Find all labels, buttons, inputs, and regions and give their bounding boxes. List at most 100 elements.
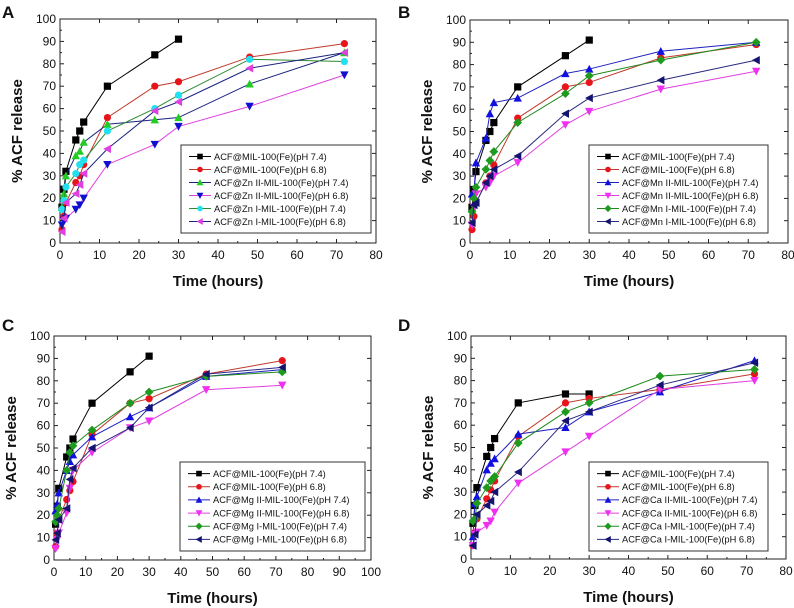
legend-marker	[605, 483, 611, 490]
x-axis-label: Time (hours)	[584, 273, 675, 290]
legend: ACF@MIL-100(Fe)(pH 7.4) ACF@MIL-100(Fe)(p…	[588, 144, 769, 234]
data-point	[174, 78, 183, 86]
legend-marker	[604, 218, 611, 225]
data-point	[79, 169, 88, 178]
data-point	[489, 165, 498, 174]
data-point	[513, 159, 522, 167]
data-point	[481, 165, 491, 174]
data-point	[489, 98, 499, 107]
data-point	[513, 151, 522, 161]
y-tick-label: 10	[37, 531, 51, 545]
y-tick-label: 60	[453, 102, 467, 116]
y-tick-label: 100	[36, 12, 56, 26]
x-tick-label: 20	[132, 248, 146, 262]
x-tick-label: 0	[57, 248, 64, 262]
y-tick-label: 70	[37, 396, 51, 410]
chart-panel-c: C 0 10 20 30 40 50 60 70 80 90 100 0 10 20 30 40 50 60 70 80…	[2, 316, 381, 607]
x-tick-label: 40	[211, 248, 225, 262]
x-tick-label: 40	[622, 248, 636, 262]
legend-entry: ACF@MIL-100(Fe)(pH 7.4)	[622, 469, 735, 479]
data-point	[65, 448, 75, 457]
data-point	[61, 198, 70, 207]
data-point	[174, 113, 183, 122]
y-tick-label: 40	[37, 463, 51, 477]
x-tick-label: 40	[622, 564, 636, 578]
chart-panel-b: B 0 10 20 30 40 50 60 70 80 0 10 20 30 40 50 60 70 80 90 100…	[398, 3, 794, 290]
legend-marker	[605, 470, 611, 477]
legend-marker	[604, 510, 612, 517]
data-point	[87, 425, 97, 435]
legend-marker	[195, 496, 203, 503]
data-point	[201, 386, 211, 394]
y-tick-label: 0	[49, 236, 56, 250]
data-point	[125, 412, 135, 421]
data-point	[752, 55, 760, 65]
legend-marker	[196, 470, 202, 477]
y-tick-label: 70	[453, 80, 467, 94]
legend-entry: ACF@Mn II-MIL-100(Fe)(pH 7.4)	[622, 178, 759, 188]
data-point	[80, 156, 88, 164]
legend-box	[588, 461, 769, 552]
data-point	[201, 369, 210, 379]
data-point	[80, 118, 88, 126]
data-point	[51, 545, 60, 553]
legend-marker	[197, 205, 203, 212]
data-point	[561, 407, 570, 417]
legend-entry: ACF@Mg II-MIL-100(Fe)(pH 7.4)	[213, 495, 350, 505]
y-tick-label: 30	[453, 169, 467, 183]
data-point	[72, 136, 80, 144]
legend-entry: ACF@MIL-100(Fe)(pH 7.4)	[213, 469, 326, 479]
data-point	[245, 102, 254, 111]
y-tick-label: 10	[454, 530, 468, 544]
x-tick-label: 70	[742, 248, 756, 262]
legend-marker	[195, 536, 202, 543]
data-point	[750, 370, 759, 378]
x-tick-label: 30	[172, 248, 186, 262]
legend-entry: ACF@Zn I-MIL-100(Fe)(pH 6.8)	[214, 217, 346, 227]
y-tick-label: 0	[460, 552, 467, 566]
panel-label: B	[398, 3, 410, 22]
y-tick-label: 80	[453, 58, 467, 72]
data-point	[75, 146, 84, 155]
x-tick-label: 30	[583, 248, 597, 262]
x-tick-label: 50	[206, 565, 220, 579]
data-point	[482, 501, 491, 510]
data-point	[340, 71, 349, 80]
y-tick-label: 10	[453, 214, 467, 228]
legend-entry: ACF@Mn II-MIL-100(Fe)(pH 6.8)	[622, 191, 759, 201]
x-axis-label: Time (hours)	[583, 589, 674, 606]
data-point	[585, 93, 593, 103]
legend-box	[179, 461, 366, 552]
x-tick-label: 50	[661, 564, 675, 578]
data-point	[514, 429, 523, 438]
data-point	[54, 515, 63, 524]
data-point	[471, 158, 481, 167]
legend-marker	[604, 536, 611, 543]
legend-marker	[196, 483, 202, 490]
legend-entry: ACF@Ca II-MIL-100(Fe)(pH 7.4)	[622, 495, 758, 505]
data-point	[585, 64, 594, 73]
y-tick-label: 100	[30, 329, 50, 343]
data-point	[68, 441, 78, 451]
legend: ACF@MIL-100(Fe)(pH 7.4) ACF@MIL-100(Fe)(p…	[179, 461, 366, 552]
data-point	[514, 114, 522, 122]
data-point	[584, 398, 594, 408]
legend-box	[180, 144, 372, 234]
data-point	[561, 69, 570, 78]
data-point	[71, 151, 80, 160]
legend-entry: ACF@Mg I-MIL-100(Fe)(pH 6.8)	[213, 535, 347, 545]
legend: ACF@MIL-100(Fe)(pH 7.4) ACF@MIL-100(Fe)(p…	[180, 144, 372, 234]
data-point	[71, 189, 80, 198]
data-point	[561, 423, 570, 432]
data-point	[490, 118, 498, 127]
x-tick-label: 60	[238, 565, 252, 579]
data-point	[54, 488, 63, 497]
legend-entry: ACF@MIL-100(Fe)(pH 6.8)	[622, 482, 735, 492]
legend-marker	[604, 204, 612, 213]
data-point	[561, 89, 570, 98]
y-tick-label: 20	[37, 508, 51, 522]
data-point	[55, 484, 63, 492]
data-point	[150, 115, 159, 124]
data-point	[486, 476, 496, 486]
legend-marker	[604, 179, 612, 186]
